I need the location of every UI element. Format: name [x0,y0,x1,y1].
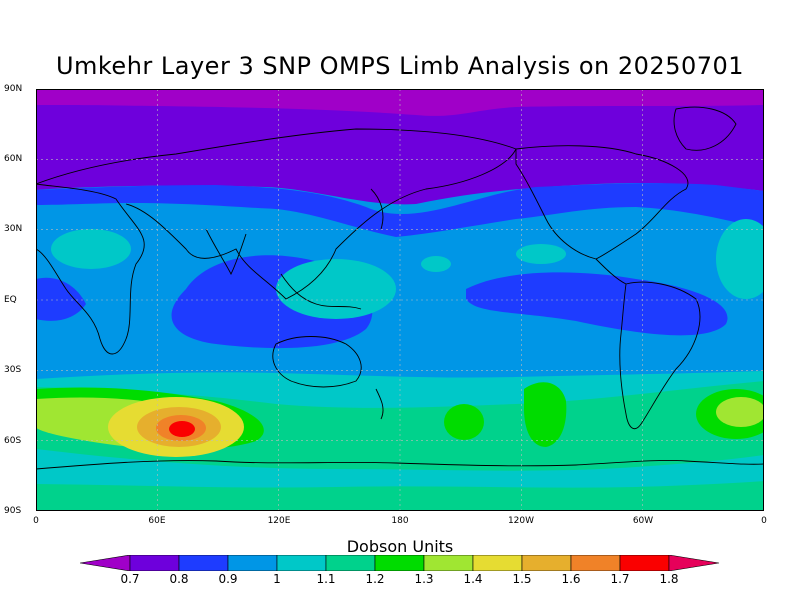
colorbar-tick-label: 0.9 [218,572,238,586]
colorbar-tick-label: 1.4 [463,572,483,586]
colorbar-swatch [178,555,229,571]
ozone-map [36,89,764,511]
lon-label-0: 0 [33,516,39,526]
colorbar-tick-label: 1.7 [610,572,630,586]
graticule [36,89,764,511]
south-america-coast [619,281,701,430]
colorbar-swatch [423,555,474,571]
africa-coast [36,183,145,355]
colorbar-swatch [227,555,278,571]
colorbar-tick-label: 0.7 [120,572,140,586]
map-title: Umkehr Layer 3 SNP OMPS Limb Analysis on… [55,52,745,80]
colorbar-swatch [129,555,180,571]
colorbar-tick-label: 0.8 [169,572,189,586]
lon-label-120w: 120W [507,516,535,526]
map-area [36,89,764,511]
lat-label-30s: 30S [4,365,22,375]
japan-coast [370,188,384,230]
eurasia-coast [36,128,517,300]
field-blue-tropic-2 [466,272,728,336]
field-cyan-1 [51,229,131,269]
lat-label-60n: 60N [4,154,23,164]
field-cyan-2 [276,259,396,319]
north-america-coast [515,145,689,260]
lon-label-0-east: 0 [761,516,767,526]
lon-label-60w: 60W [632,516,654,526]
colorbar-tick-label: 1 [273,572,281,586]
greenland-coast [673,106,737,151]
colorbar-tick-label: 1.2 [365,572,385,586]
colorbar-title: Dobson Units [346,537,454,556]
colorbar-swatch [619,555,670,571]
lon-label-180: 180 [391,516,409,526]
field-red [169,421,195,437]
field-cyan-5 [716,219,764,299]
lat-label-60s: 60S [4,436,22,446]
field-cyan-4 [516,244,566,264]
lat-label-30n: 30N [4,224,23,234]
colorbar-swatch [325,555,376,571]
lat-label-90n: 90N [4,84,23,94]
colorbar-swatch [472,555,523,571]
field-north-magenta [36,89,764,116]
colorbar-tick-label: 1.8 [659,572,679,586]
colorbar [80,555,720,571]
lon-label-60e: 60E [148,516,166,526]
colorbar-low-arrow [80,555,131,571]
field-blue-tropic-3 [36,277,86,321]
colorbar-tick-label: 1.3 [414,572,434,586]
lat-label-90s: 90S [4,506,22,516]
field-blue-belt-north [36,183,764,237]
field-green-3 [524,382,567,447]
colorbar-swatch [570,555,621,571]
antarctica-coast [36,460,764,470]
se-asia-coast [280,273,362,310]
australia-coast [272,336,362,388]
colorbar-tick-label: 1.5 [512,572,532,586]
lon-label-120e: 120E [267,516,291,526]
colorbar-tick-label: 1.1 [316,572,336,586]
colorbar-swatch [374,555,425,571]
lat-label-eq: EQ [4,295,17,305]
central-america-coast [595,258,627,285]
india-coast [205,228,247,276]
coastlines [36,106,764,470]
field-north-purple [36,89,764,205]
field-green-2 [444,404,484,440]
field-lightgreen-2 [716,397,764,427]
field-cyan-3 [421,256,451,272]
map-frame [36,89,764,511]
colorbar-high-arrow [668,555,720,571]
colorbar-tick-label: 1.6 [561,572,581,586]
colorbar-swatch [521,555,572,571]
colorbar-swatch [276,555,327,571]
nz-coast [375,388,384,420]
